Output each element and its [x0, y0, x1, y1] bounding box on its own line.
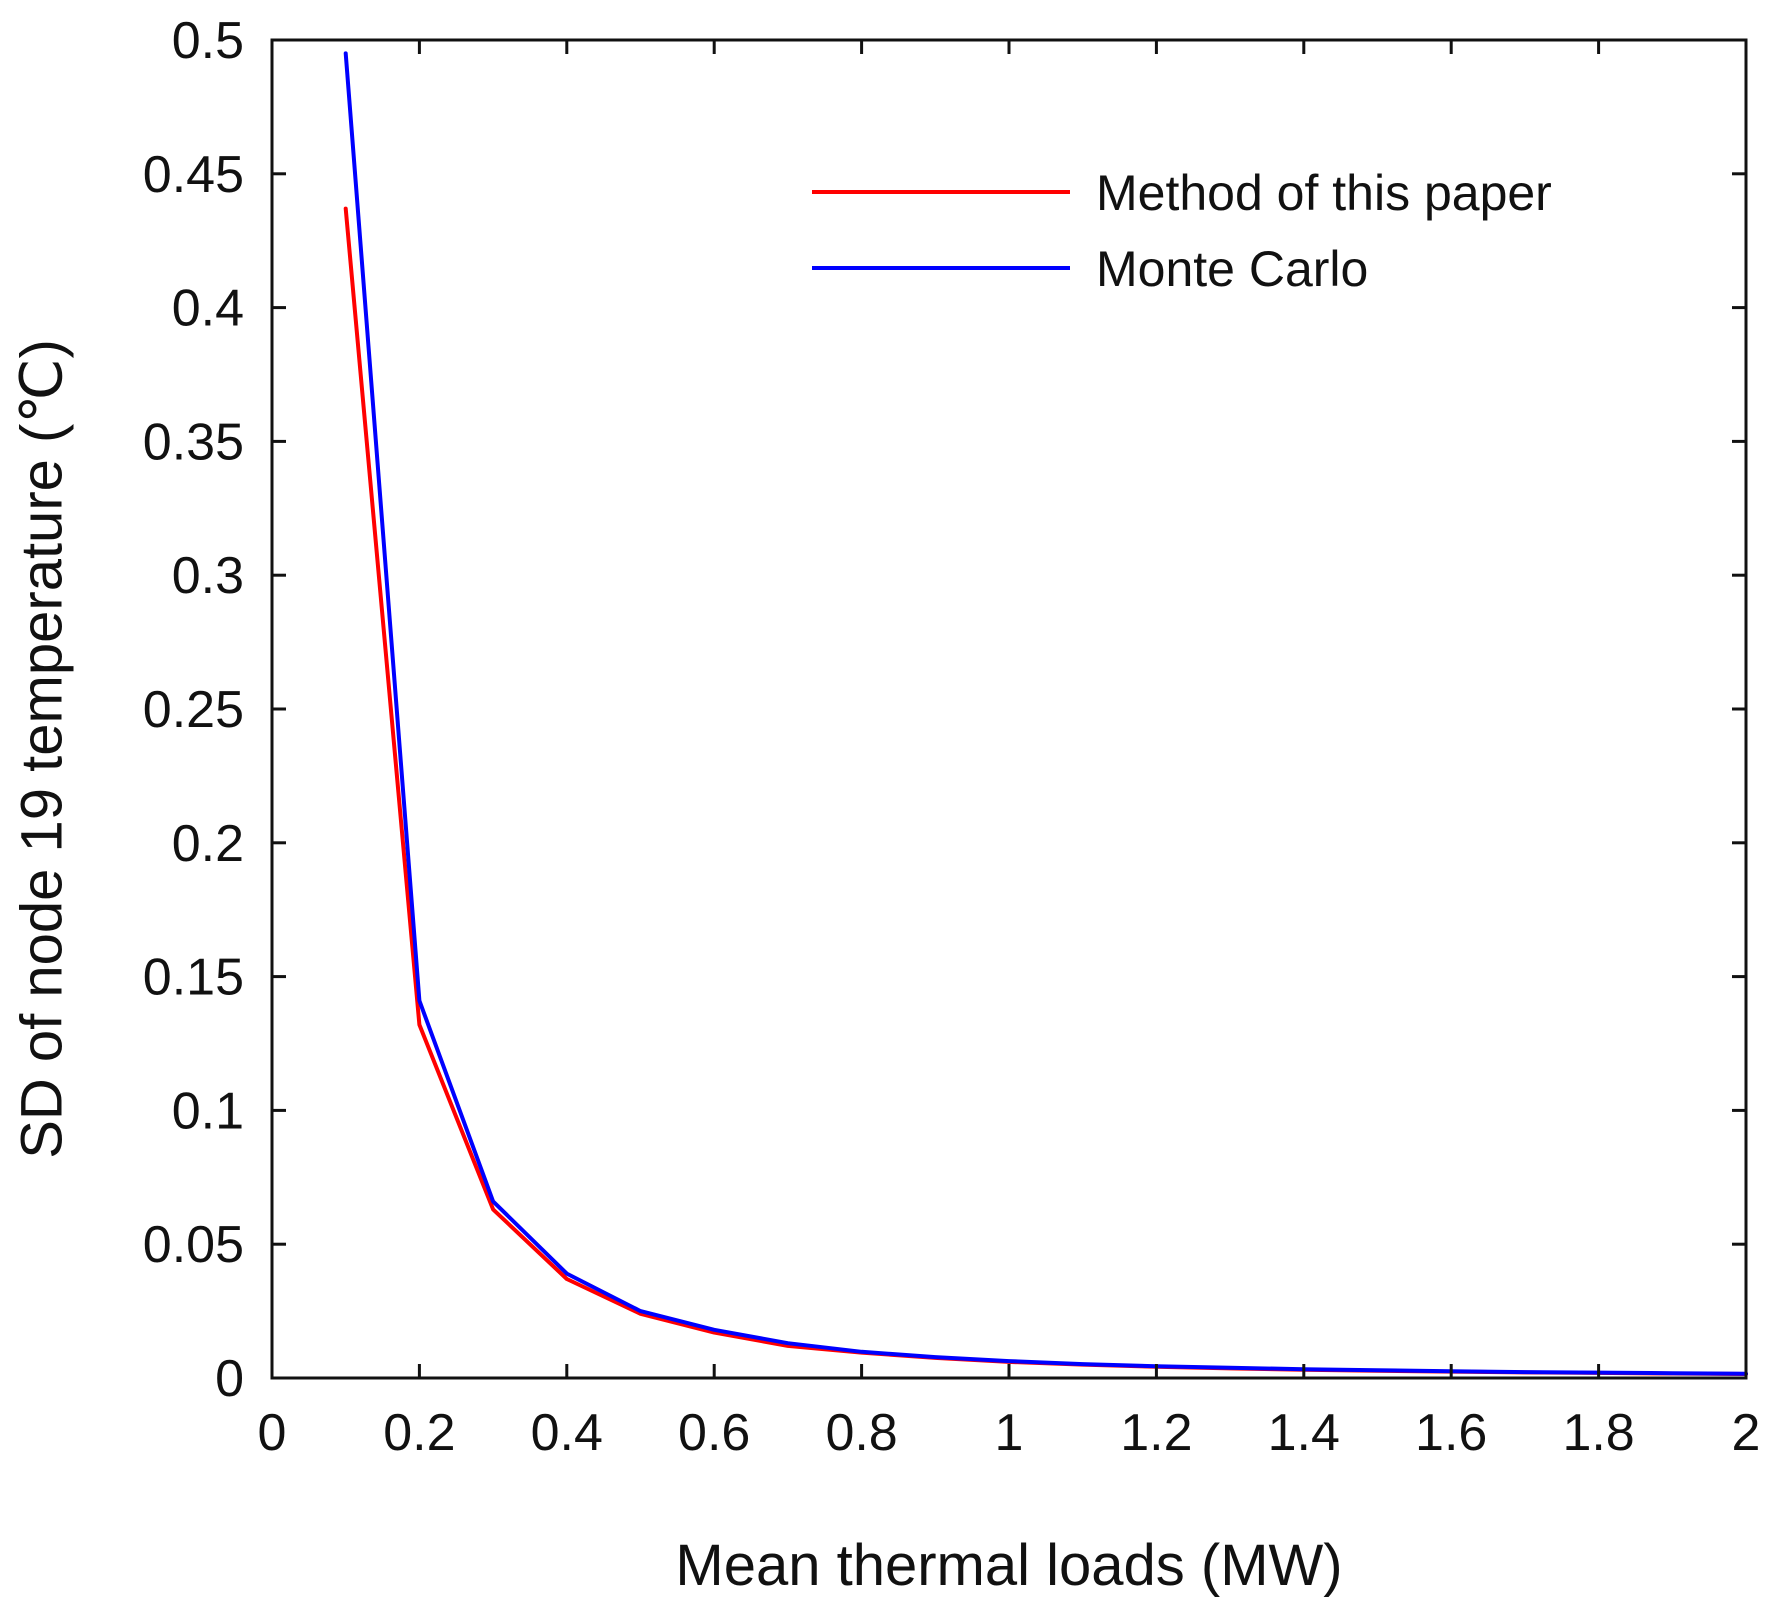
y-tick-label: 0.15	[143, 949, 244, 1007]
x-tick-label: 1	[995, 1404, 1024, 1462]
x-tick-label: 0.2	[383, 1404, 455, 1462]
y-tick-label: 0.35	[143, 413, 244, 471]
series-line-monte-carlo	[343, 51, 1748, 1376]
x-tick-label: 0.8	[825, 1404, 897, 1462]
y-tick-label: 0.2	[172, 815, 244, 873]
y-axis-title: SD of node 19 temperature (℃)	[10, 339, 75, 1159]
legend-label-method-of-this-paper: Method of this paper	[1096, 165, 1552, 221]
y-tick-label: 0	[215, 1350, 244, 1408]
y-tick-label: 0.45	[143, 146, 244, 204]
y-tick-label: 0.05	[143, 1216, 244, 1274]
x-tick-label: 0.6	[678, 1404, 750, 1462]
x-tick-label: 1.8	[1562, 1404, 1634, 1462]
x-tick-label: 2	[1732, 1404, 1761, 1462]
y-tick-label: 0.1	[172, 1082, 244, 1140]
x-tick-label: 0	[258, 1404, 287, 1462]
y-tick-label: 0.4	[172, 280, 244, 338]
legend: Method of this paper Monte Carlo	[812, 165, 1552, 297]
series-layer	[343, 51, 1748, 1376]
tick-layer: 0 0.2 0.4 0.6 0.8 1 1.2 1.4 1.6 1.8 2 0 0.05 0.1 0.15 0…	[143, 12, 1761, 1462]
x-tick-label: 1.6	[1415, 1404, 1487, 1462]
y-tick-label: 0.25	[143, 681, 244, 739]
y-tick-label: 0.5	[172, 12, 244, 70]
x-tick-label: 1.4	[1268, 1404, 1340, 1462]
legend-label-monte-carlo: Monte Carlo	[1096, 241, 1368, 297]
x-axis-title: Mean thermal loads (MW)	[675, 1533, 1342, 1598]
x-tick-label: 0.4	[531, 1404, 603, 1462]
x-tick-label: 1.2	[1120, 1404, 1192, 1462]
y-tick-label: 0.3	[172, 547, 244, 605]
